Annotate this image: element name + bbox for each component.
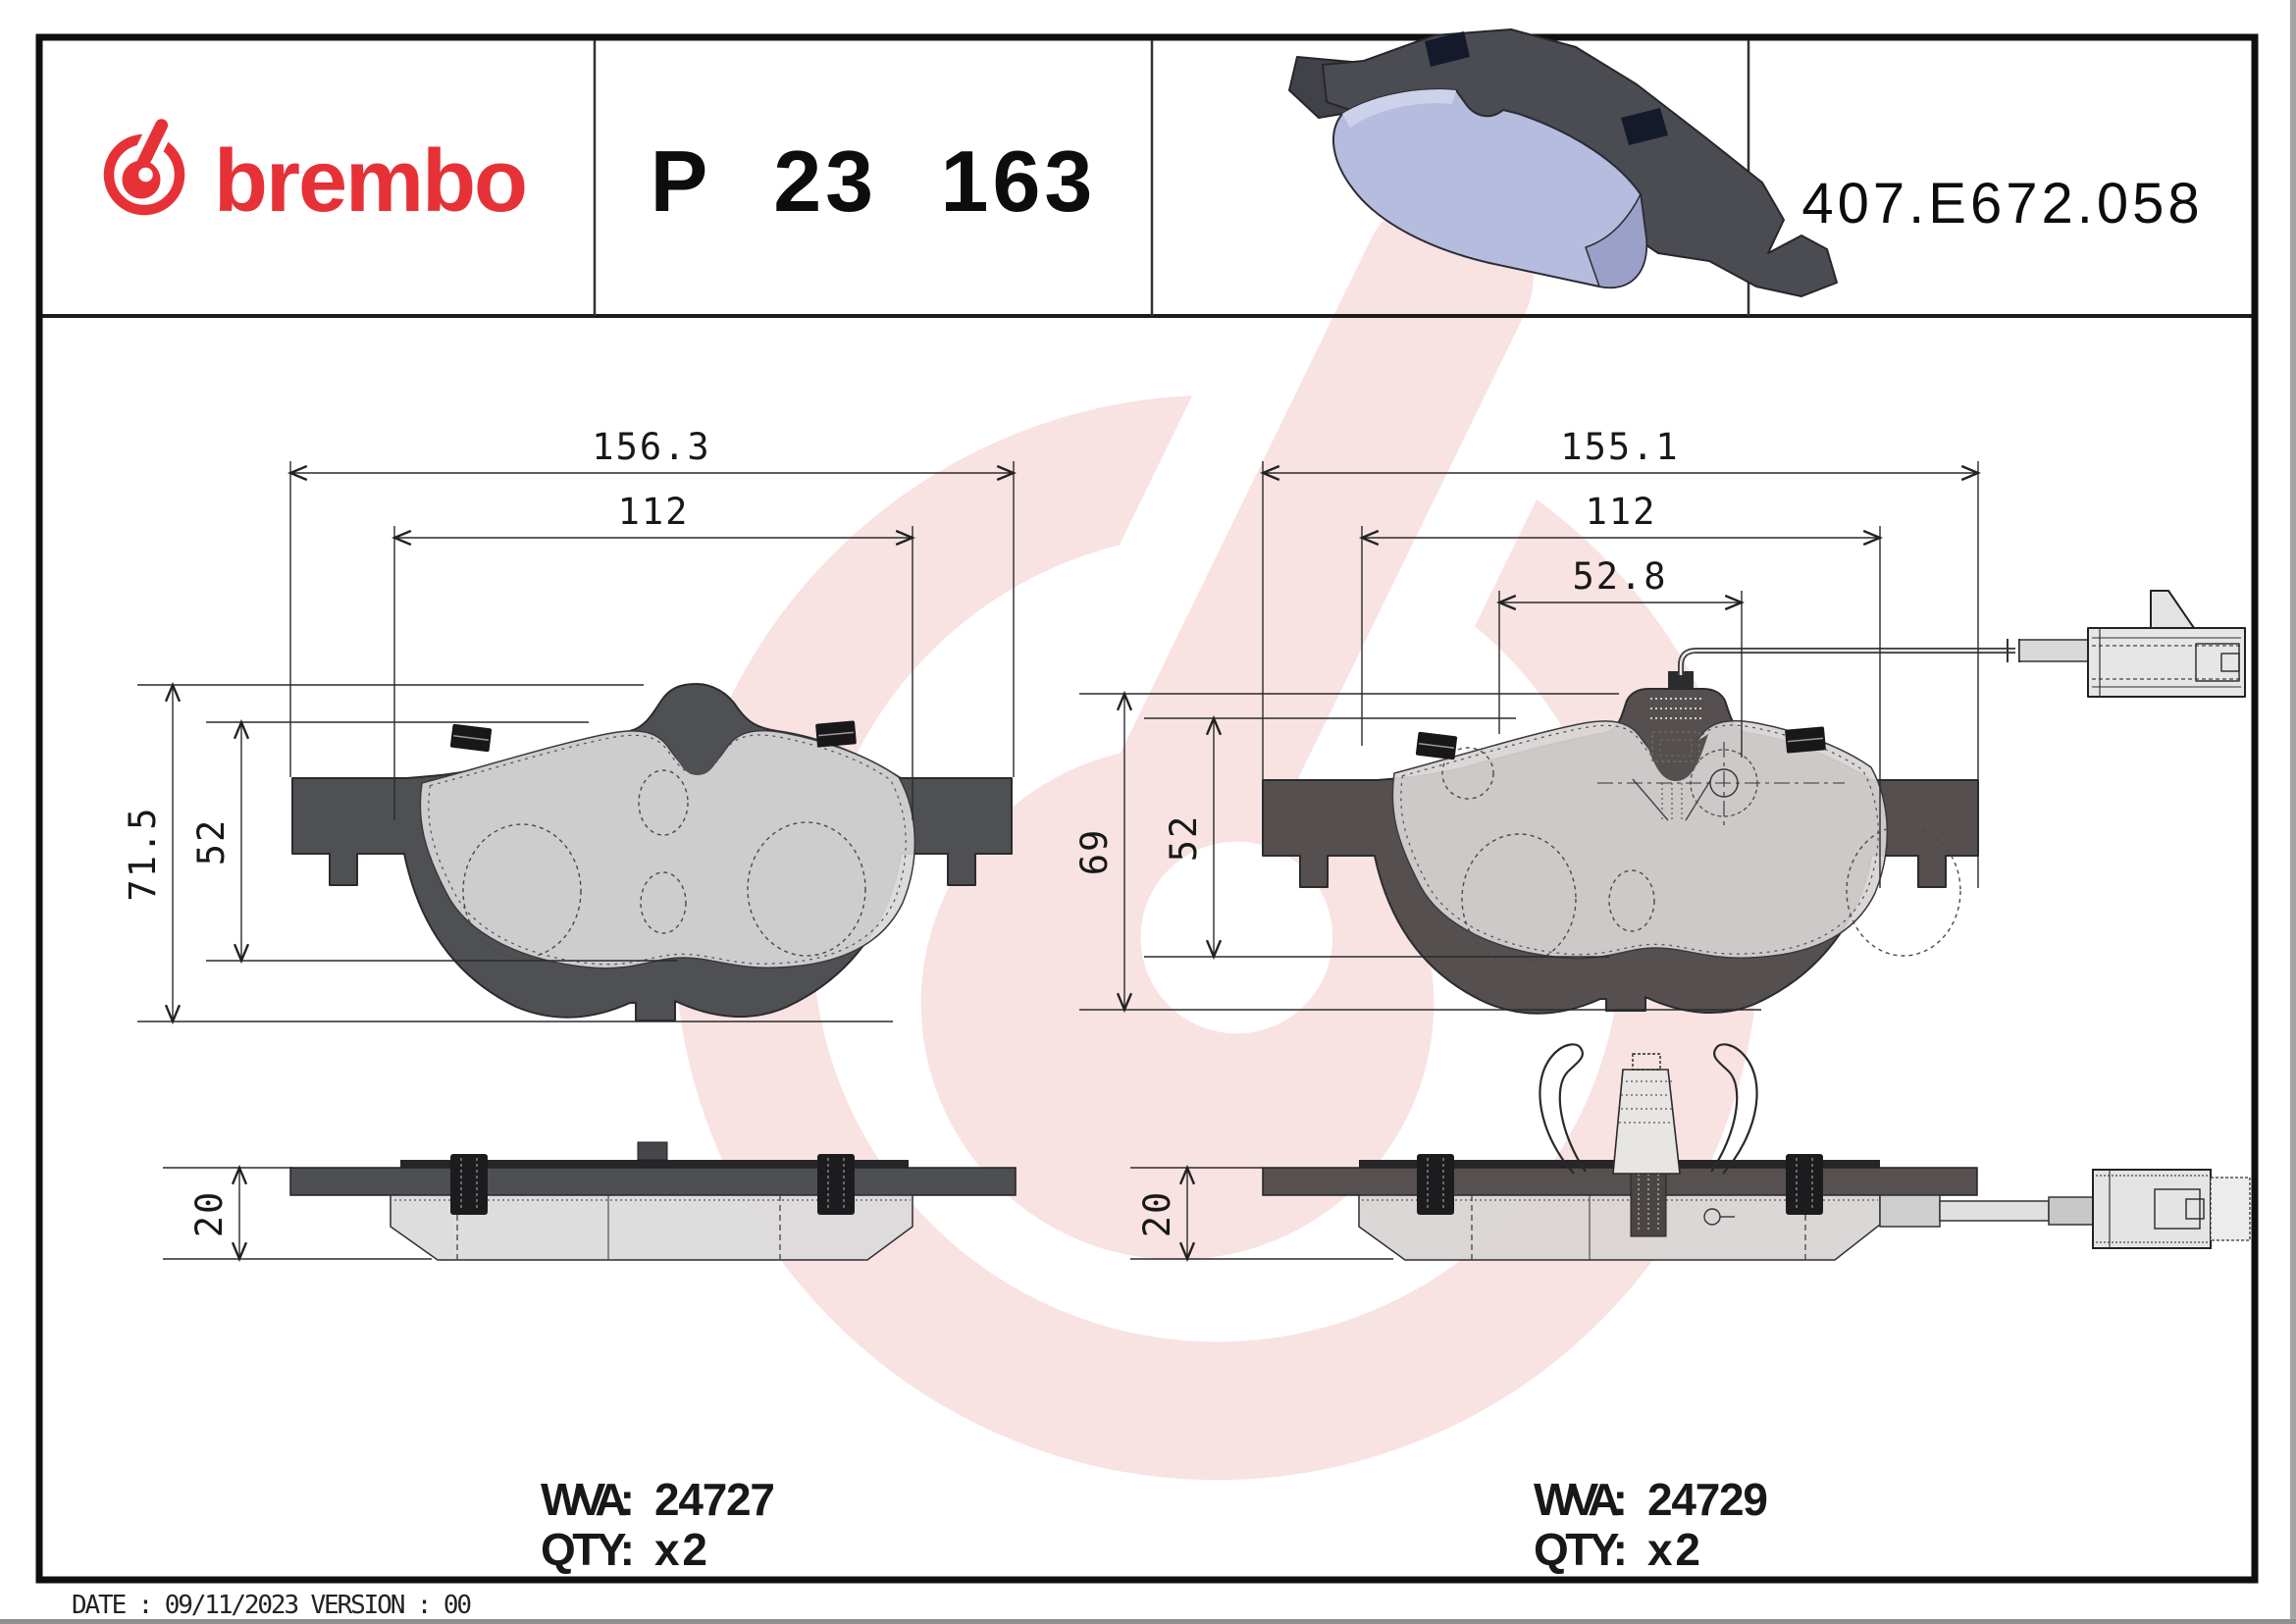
dim-label: 52.8 bbox=[1572, 555, 1667, 598]
right-pad-clip-left bbox=[1415, 731, 1458, 760]
wear-sensor-connector-side bbox=[1879, 1169, 2251, 1249]
footer-date-version: DATE : 09/11/2023 VERSION : 00 bbox=[72, 1591, 472, 1620]
right-pad-side-view bbox=[1262, 1043, 2251, 1261]
dim-label: 71.5 bbox=[122, 806, 164, 901]
wva-value-right: 24729 bbox=[1647, 1474, 1768, 1525]
right-pad-friction bbox=[1391, 719, 1888, 960]
page-border bbox=[35, 33, 2259, 1584]
wva-value-left: 24727 bbox=[654, 1474, 775, 1525]
window-edge-bottom bbox=[0, 1619, 2296, 1624]
part-number: P 23 163 bbox=[650, 132, 1097, 230]
wear-sensor-boss bbox=[1597, 698, 1845, 826]
right-pad-reference-block: WVA: 24729 QTY: x2 bbox=[1534, 1474, 1768, 1575]
window-edge-right bbox=[2290, 0, 2296, 1624]
dim-label: 20 bbox=[1136, 1190, 1178, 1238]
qty-value-right: x2 bbox=[1647, 1524, 1700, 1575]
left-pad-reference-block: WVA: 24727 QTY: x2 bbox=[541, 1474, 775, 1575]
left-pad-clip-left bbox=[449, 723, 493, 753]
dim-label: 52 bbox=[1163, 814, 1205, 863]
left-pad-clip-right bbox=[815, 720, 857, 748]
wear-sensor-connector-front bbox=[2087, 590, 2246, 698]
right-pad-dimensions: 155.1 112 52.8 69 52 20 bbox=[1073, 426, 1978, 1259]
dim-label: 156.3 bbox=[592, 426, 710, 468]
wva-label-left: WVA: bbox=[541, 1474, 635, 1525]
pad-3d-render bbox=[1288, 28, 1838, 297]
qty-label-right: QTY: bbox=[1534, 1524, 1628, 1575]
brembo-wordmark: brembo bbox=[214, 132, 528, 231]
right-pad-front-view bbox=[1262, 590, 2246, 1015]
left-pad-side-view bbox=[289, 1141, 1017, 1261]
dim-label: 69 bbox=[1073, 828, 1116, 876]
left-pad-friction bbox=[419, 729, 915, 969]
pad-retaining-spring bbox=[1539, 1043, 1758, 1175]
dim-label: 155.1 bbox=[1560, 426, 1679, 468]
dim-label: 112 bbox=[1586, 491, 1657, 533]
dim-label: 52 bbox=[190, 818, 233, 866]
wva-label-right: WVA: bbox=[1534, 1474, 1628, 1525]
left-pad-front-view bbox=[291, 683, 1013, 1022]
qty-value-left: x2 bbox=[654, 1524, 707, 1575]
catalog-number: 407.E672.058 bbox=[1801, 172, 2204, 236]
brembo-logo-icon bbox=[109, 112, 180, 210]
left-pad-friction-side bbox=[390, 1194, 913, 1261]
qty-label-left: QTY: bbox=[541, 1524, 635, 1575]
right-pad-clip-right bbox=[1785, 726, 1826, 754]
left-pad-dimensions: 156.3 112 71.5 52 20 bbox=[122, 426, 1014, 1259]
dim-label: 112 bbox=[618, 491, 690, 533]
dim-label: 20 bbox=[188, 1190, 231, 1238]
wear-sensor-wire-front bbox=[1668, 639, 2089, 689]
